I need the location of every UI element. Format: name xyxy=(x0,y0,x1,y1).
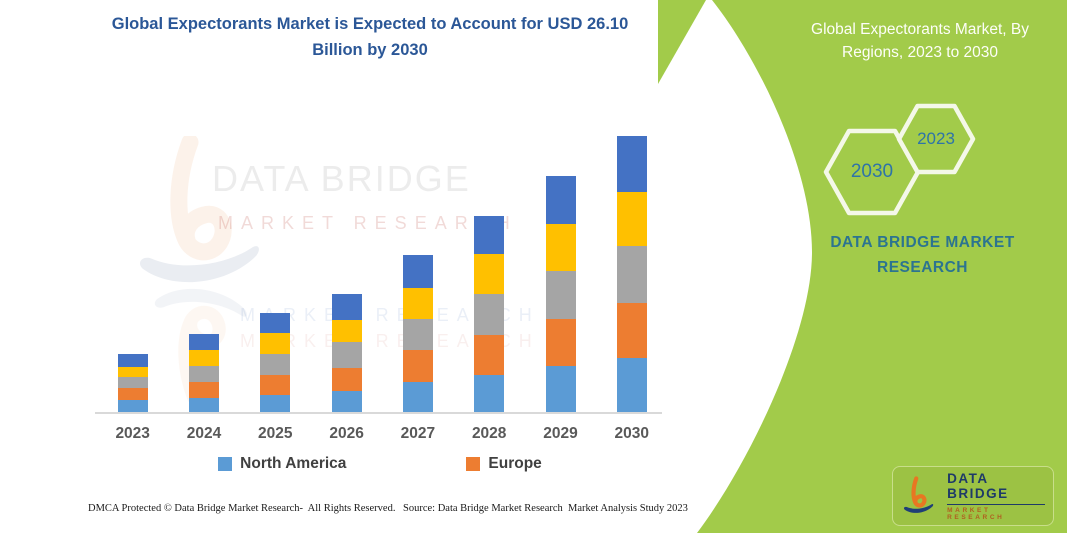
bar-2026-segment-europe xyxy=(331,367,362,391)
bar-2028 xyxy=(474,215,505,413)
bar-2024-segment-europe xyxy=(189,381,219,398)
bar-2030 xyxy=(616,136,647,413)
hexagon-2023-label: 2023 xyxy=(917,129,955,148)
x-axis-label-2027: 2027 xyxy=(400,425,436,442)
x-axis-line xyxy=(95,412,662,414)
bar-2029-segment-north-america xyxy=(545,366,576,413)
bar-2029-segment-series-5 xyxy=(545,176,576,225)
panel-heading: Global Expectorants Market, By Regions, … xyxy=(811,21,1029,62)
chart-title: Global Expectorants Market is Expected t… xyxy=(111,15,629,59)
bar-2030-segment-series-3 xyxy=(616,245,647,303)
bar-2024-segment-series-5 xyxy=(189,334,219,351)
plot-area xyxy=(95,120,665,413)
bar-2023-segment-north-america xyxy=(117,400,148,413)
legend-item-europe: Europe xyxy=(466,455,542,473)
bar-2025-segment-series-5 xyxy=(260,313,291,333)
x-axis-label-2029: 2029 xyxy=(543,425,578,442)
bar-2026 xyxy=(331,294,362,413)
bar-2029 xyxy=(545,176,576,413)
x-axis-label-2028: 2028 xyxy=(471,425,507,442)
green-corner-triangle xyxy=(658,0,706,84)
bar-2026-segment-north-america xyxy=(331,390,362,413)
x-axis-labels: 2023 2024 2025 2026 2027 2028 2029 2030 xyxy=(95,425,665,449)
bar-2023-segment-series-3 xyxy=(117,377,148,389)
bar-2025-segment-europe xyxy=(260,374,291,395)
legend-item-north-america: North America xyxy=(218,455,346,473)
legend-swatch-north-america xyxy=(218,457,233,471)
legend-label-europe: Europe xyxy=(488,455,542,472)
x-axis-label-2025: 2025 xyxy=(258,425,293,442)
footer-copyright: DMCA Protected © Data Bridge Market Rese… xyxy=(88,503,396,514)
bar-2027 xyxy=(402,255,433,413)
data-bridge-logo-icon xyxy=(903,476,934,513)
bar-2030-segment-series-4 xyxy=(616,191,647,246)
bar-2023 xyxy=(117,353,148,413)
legend-swatch-europe xyxy=(466,457,481,471)
bar-2029-segment-europe xyxy=(545,319,576,367)
green-panel-shape xyxy=(697,0,1067,533)
hexagon-2023-icon xyxy=(896,103,976,175)
chart-legend: North America Europe xyxy=(95,455,665,473)
logo-chip: DATA BRIDGE MARKET RESEARCH xyxy=(892,466,1054,526)
bar-2029-segment-series-3 xyxy=(545,271,576,320)
x-axis-label-2026: 2026 xyxy=(329,425,364,442)
bar-2025-segment-series-4 xyxy=(260,332,291,355)
bar-2029-segment-series-4 xyxy=(545,224,576,272)
bar-2027-segment-series-4 xyxy=(402,288,433,320)
x-axis-label-2023: 2023 xyxy=(115,425,150,442)
bar-2026-segment-series-4 xyxy=(331,319,362,342)
bar-2025-segment-series-3 xyxy=(260,354,291,375)
bar-2030-segment-series-5 xyxy=(616,136,647,192)
bar-2025-segment-north-america xyxy=(260,395,291,413)
bar-2030-segment-north-america xyxy=(616,357,647,413)
bar-2027-segment-europe xyxy=(402,350,433,382)
x-axis-label-2024: 2024 xyxy=(186,425,222,442)
bar-2026-segment-series-3 xyxy=(331,341,362,368)
bar-2023-segment-series-4 xyxy=(117,367,148,378)
bar-2024-segment-north-america xyxy=(189,397,219,413)
bar-2024-segment-series-4 xyxy=(189,350,219,367)
bar-2024-segment-series-3 xyxy=(189,366,219,382)
bar-2028-segment-north-america xyxy=(474,374,505,413)
panel-brand-text: DATA BRIDGE MARKET RESEARCH xyxy=(830,234,1015,276)
footer-source: Source: Data Bridge Market Research Mark… xyxy=(403,503,688,514)
x-axis-label-2030: 2030 xyxy=(614,425,650,442)
logo-chip-brand: DATA BRIDGE xyxy=(947,471,1045,505)
bar-2028-segment-europe xyxy=(474,335,505,375)
bar-2028-segment-series-3 xyxy=(474,294,505,336)
bar-2023-segment-series-5 xyxy=(117,353,148,368)
bar-2023-segment-europe xyxy=(117,388,148,401)
bar-2027-segment-north-america xyxy=(402,381,433,413)
bar-2028-segment-series-5 xyxy=(474,215,505,254)
bar-2028-segment-series-4 xyxy=(474,253,505,295)
bar-2024 xyxy=(189,334,219,413)
legend-label-north-america: North America xyxy=(240,455,347,472)
logo-chip-tagline: MARKET RESEARCH xyxy=(947,506,1005,522)
bar-2027-segment-series-3 xyxy=(402,319,433,351)
bar-2027-segment-series-5 xyxy=(402,255,433,289)
bar-2030-segment-europe xyxy=(616,302,647,358)
bar-2026-segment-series-5 xyxy=(331,294,362,320)
bar-2025 xyxy=(260,313,291,413)
hexagon-2030-label: 2030 xyxy=(850,161,894,182)
